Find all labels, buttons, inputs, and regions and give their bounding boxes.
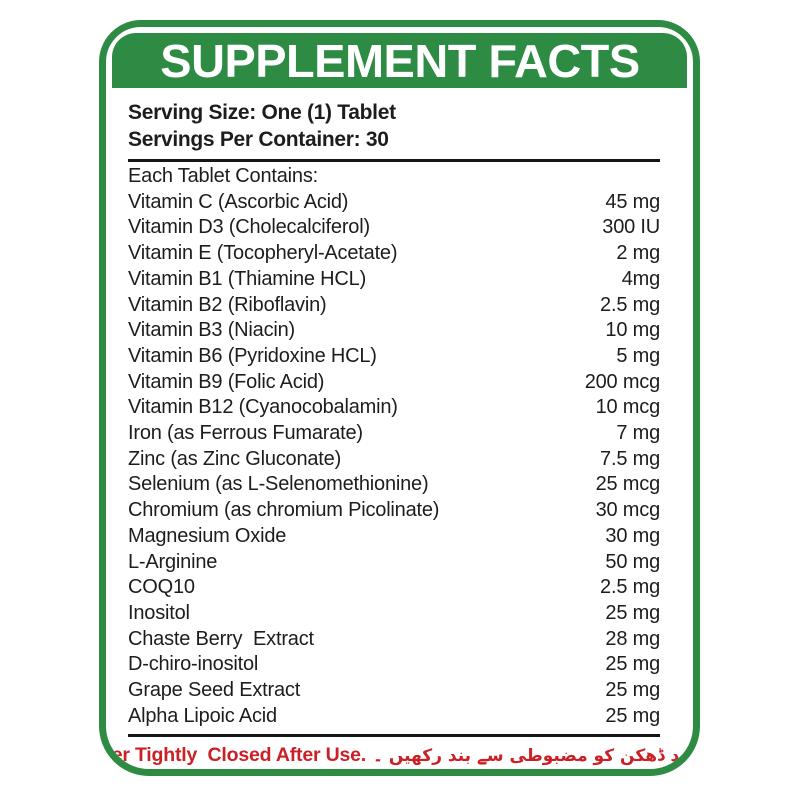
ingredient-amount: 25 mg — [605, 679, 660, 702]
storage-instruction-urdu: استعمال کے بعد ڈھکن کو مضبوطی سے بند رکھ… — [372, 746, 697, 767]
page-title: SUPPLEMENT FACTS — [159, 34, 640, 87]
ingredient-name: Magnesium Oxide — [128, 524, 287, 547]
table-row: Vitamin B12 (Cyanocobalamin) 10 mcg — [128, 395, 660, 421]
table-heading: Each Tablet Contains: — [128, 165, 318, 187]
ingredient-name: Vitamin B12 (Cyanocobalamin) — [128, 396, 398, 419]
ingredient-name: COQ10 — [128, 576, 195, 599]
table-row: D-chiro-inositol 25 mg — [128, 652, 660, 678]
divider-top — [128, 159, 660, 162]
ingredient-amount: 25 mg — [605, 653, 660, 676]
ingredient-name: Vitamin B1 (Thiamine HCL) — [128, 267, 367, 290]
supplement-facts-label: SUPPLEMENT FACTS Serving Size: One (1) T… — [99, 20, 700, 776]
ingredient-name: Vitamin D3 (Cholecalciferol) — [128, 216, 370, 239]
ingredient-name: Vitamin B3 (Niacin) — [128, 319, 296, 342]
ingredient-name: Vitamin B2 (Riboflavin) — [128, 293, 327, 316]
table-row: Grape Seed Extract 25 mg — [128, 678, 660, 704]
ingredient-name: Iron (as Ferrous Fumarate) — [128, 422, 363, 445]
ingredient-amount: 2 mg — [616, 242, 660, 265]
ingredient-name: Vitamin E (Tocopheryl-Acetate) — [128, 242, 398, 265]
divider-bottom — [128, 734, 660, 738]
table-row: Vitamin B1 (Thiamine HCL) 4mg — [128, 267, 660, 293]
ingredient-amount: 7 mg — [616, 422, 660, 445]
ingredient-name: Grape Seed Extract — [128, 679, 301, 702]
ingredient-rows: Vitamin C (Ascorbic Acid) 45 mg Vitamin … — [128, 190, 660, 730]
ingredients-table: Each Tablet Contains: Vitamin C (Ascorbi… — [128, 164, 660, 729]
table-row: Chaste Berry Extract 28 mg — [128, 627, 660, 653]
label-content: Serving Size: One (1) Tablet Servings Pe… — [106, 88, 693, 769]
serving-info: Serving Size: One (1) Tablet Servings Pe… — [128, 95, 660, 153]
table-row: Selenium (as L-Selenomethionine) 25 mcg — [128, 472, 660, 498]
ingredient-name: L-Arginine — [128, 550, 218, 573]
ingredient-amount: 10 mcg — [595, 396, 661, 419]
table-row: Vitamin B9 (Folic Acid) 200 mcg — [128, 370, 660, 396]
table-row: Iron (as Ferrous Fumarate) 7 mg — [128, 421, 660, 447]
ingredient-name: Vitamin C (Ascorbic Acid) — [128, 190, 349, 213]
serving-size: Serving Size: One (1) Tablet — [128, 101, 396, 124]
ingredient-name: Alpha Lipoic Acid — [128, 704, 277, 727]
ingredient-name: D-chiro-inositol — [128, 653, 259, 676]
ingredient-amount: 25 mg — [605, 601, 660, 624]
storage-instruction: Keep Container Tightly Closed After Use.… — [106, 737, 693, 767]
table-row: Vitamin E (Tocopheryl-Acetate) 2 mg — [128, 241, 660, 267]
table-row: Inositol 25 mg — [128, 601, 660, 627]
ingredient-amount: 2.5 mg — [600, 576, 660, 599]
table-row: COQ10 2.5 mg — [128, 575, 660, 601]
table-row: Vitamin B3 (Niacin) 10 mg — [128, 318, 660, 344]
ingredient-amount: 7.5 mg — [600, 447, 660, 470]
header-banner: SUPPLEMENT FACTS — [112, 33, 687, 88]
table-row: Alpha Lipoic Acid 25 mg — [128, 704, 660, 730]
ingredient-amount: 25 mg — [605, 704, 660, 727]
table-row: Vitamin B6 (Pyridoxine HCL) 5 mg — [128, 344, 660, 370]
ingredient-name: Zinc (as Zinc Gluconate) — [128, 447, 342, 470]
ingredient-amount: 50 mg — [605, 550, 660, 573]
ingredient-name: Inositol — [128, 601, 190, 624]
table-row: Vitamin C (Ascorbic Acid) 45 mg — [128, 190, 660, 216]
ingredient-name: Chaste Berry Extract — [128, 627, 314, 650]
ingredient-amount: 45 mg — [605, 190, 660, 213]
ingredient-amount: 25 mcg — [595, 473, 661, 496]
ingredient-name: Selenium (as L-Selenomethionine) — [128, 473, 429, 496]
table-row: Zinc (as Zinc Gluconate) 7.5 mg — [128, 447, 660, 473]
servings-per-container: Servings Per Container: 30 — [128, 128, 389, 151]
table-row: Vitamin D3 (Cholecalciferol) 300 IU — [128, 215, 660, 241]
ingredient-name: Chromium (as chromium Picolinate) — [128, 499, 440, 522]
ingredient-amount: 30 mg — [605, 524, 660, 547]
ingredient-amount: 300 IU — [602, 216, 660, 239]
ingredient-amount: 30 mcg — [595, 499, 661, 522]
ingredient-amount: 4mg — [621, 267, 661, 290]
ingredient-amount: 5 mg — [616, 344, 660, 367]
ingredient-amount: 2.5 mg — [600, 293, 660, 316]
table-row: Vitamin B2 (Riboflavin) 2.5 mg — [128, 293, 660, 319]
ingredient-amount: 10 mg — [605, 319, 660, 342]
table-row: L-Arginine 50 mg — [128, 550, 660, 576]
ingredient-amount: 28 mg — [605, 627, 660, 650]
table-row: Chromium (as chromium Picolinate) 30 mcg — [128, 498, 660, 524]
table-row: Magnesium Oxide 30 mg — [128, 524, 660, 550]
ingredient-name: Vitamin B6 (Pyridoxine HCL) — [128, 344, 377, 367]
ingredient-name: Vitamin B9 (Folic Acid) — [128, 370, 325, 393]
storage-instruction-english: Keep Container Tightly Closed After Use. — [99, 744, 366, 767]
ingredient-amount: 200 mcg — [584, 370, 661, 393]
